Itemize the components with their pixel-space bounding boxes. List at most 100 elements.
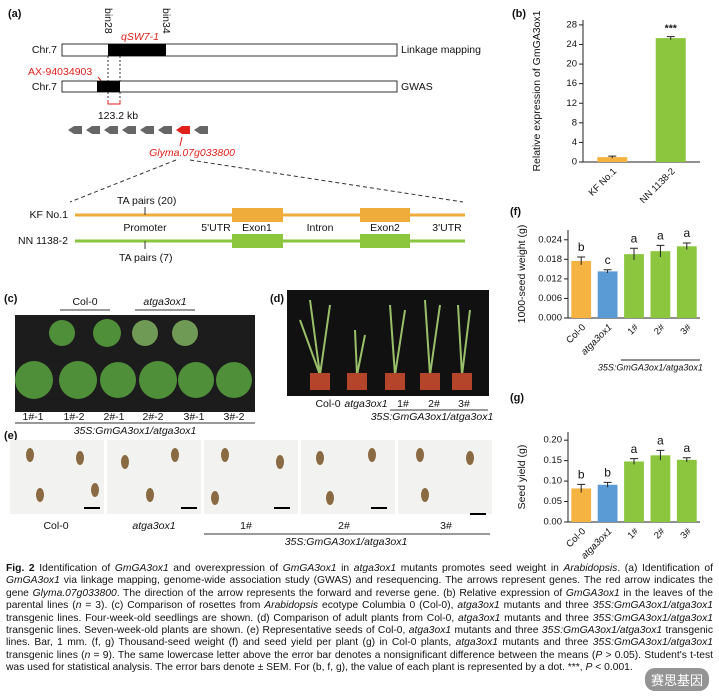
y-tick-label: 0.006 xyxy=(538,293,562,304)
panel-label: (e) xyxy=(4,430,18,442)
group-label: 35S:GmGA3ox1/atga3ox1 xyxy=(371,411,494,423)
panel-label: (c) xyxy=(4,293,18,305)
chromosome xyxy=(61,80,398,93)
bar xyxy=(655,38,686,162)
bar xyxy=(571,488,592,522)
bin-label: bin28 xyxy=(102,8,114,34)
bar xyxy=(624,461,644,522)
significance-letter: a xyxy=(631,442,638,456)
error-bar xyxy=(577,256,586,265)
caption-run: mutants and three xyxy=(500,612,593,624)
y-tick-label: 0.05 xyxy=(544,496,563,507)
bar xyxy=(597,271,618,318)
caption-run: GmGA3ox1 xyxy=(6,575,60,587)
track-label: GWAS xyxy=(401,81,433,93)
caption-run: via linkage mapping, genome-wide associa… xyxy=(6,575,713,599)
error-bar xyxy=(682,242,691,250)
track-label: Linkage mapping xyxy=(401,44,481,56)
group-label: Col-0 xyxy=(72,296,97,308)
caption-run: GmGA3ox1 xyxy=(282,563,337,574)
panel-label: (f) xyxy=(510,206,521,218)
caption-run: . (a) Identification of xyxy=(617,563,713,574)
y-tick-label: 0.000 xyxy=(538,313,562,324)
significance-label: *** xyxy=(665,22,678,34)
bar xyxy=(676,459,697,522)
caption-run: n xyxy=(75,600,82,612)
interval-bracket xyxy=(107,100,121,105)
y-tick-label: 0.024 xyxy=(538,234,562,245)
significance-letter: a xyxy=(657,228,664,242)
caption-run: 35S:GmGA3ox1/atga3ox1 xyxy=(592,600,713,612)
error-bar xyxy=(603,481,612,488)
plant-label: 2# xyxy=(428,398,440,410)
caption-run: . The direction of the arrow represents … xyxy=(116,587,566,599)
caption-run: mutants and three xyxy=(499,600,593,612)
y-tick-label: 0.20 xyxy=(544,435,563,446)
plant-label: 1# xyxy=(397,398,409,410)
caption-run: transgenic lines. Seven-week-old plants … xyxy=(6,625,409,637)
caption-run: P xyxy=(585,662,593,674)
caption-run: ecotype Columbia 0 (Col-0), xyxy=(318,600,458,612)
gwas-region xyxy=(97,81,120,92)
caption-run: GmGA3ox1 xyxy=(565,587,620,599)
y-tick-label: 20 xyxy=(566,59,577,70)
caption-run: = 9). The same lowercase letter above th… xyxy=(90,649,596,661)
caption-run: atga3ox1 xyxy=(408,625,452,637)
gene-arrows xyxy=(68,126,208,134)
plant-label: 2#-1 xyxy=(103,411,124,423)
error-bar xyxy=(630,247,638,260)
seed-label: 3# xyxy=(440,520,452,532)
y-tick-label: 0.012 xyxy=(538,273,562,284)
caption-run: 35S:GmGA3ox1/atga3ox1 xyxy=(592,612,713,624)
bin-label: bin34 xyxy=(160,8,172,34)
plants xyxy=(299,299,472,390)
region-label: Exon2 xyxy=(370,222,400,234)
caption-run: GmGA3ox1 xyxy=(114,563,169,574)
caption-run: 35S:GmGA3ox1/atga3ox1 xyxy=(541,625,663,637)
distance-label: 123.2 kb xyxy=(98,110,138,122)
plant-label: 1#-1 xyxy=(22,411,43,423)
caption-run: P xyxy=(595,649,603,661)
bar xyxy=(650,455,671,522)
caption-run: atga3ox1 xyxy=(353,563,397,574)
significance-letter: a xyxy=(657,434,664,448)
region-label: 3'UTR xyxy=(432,222,462,234)
error-bar xyxy=(608,155,617,159)
significance-letter: b xyxy=(578,240,585,254)
error-bar xyxy=(666,36,675,40)
caption-run: Arabidopsis xyxy=(264,600,319,612)
plant-label: 2#-2 xyxy=(142,411,163,423)
y-tick-label: 28 xyxy=(566,19,577,30)
x-tick-label: 1# xyxy=(626,526,642,542)
x-tick-label: Col-0 xyxy=(564,526,588,550)
rosettes xyxy=(15,319,252,399)
significance-letter: b xyxy=(578,468,585,482)
watermark: 赛思基因 xyxy=(644,668,709,691)
caption-run: n xyxy=(84,649,91,661)
region-label: 5'UTR xyxy=(201,222,231,234)
y-axis-label: Relative expression of GmGA3ox1 xyxy=(531,10,543,171)
caption-run: mutants and three xyxy=(497,637,593,649)
caption-run: transgenic lines ( xyxy=(6,649,85,661)
x-tick-label: 2# xyxy=(652,322,668,338)
y-tick-label: 0.00 xyxy=(544,517,563,528)
y-axis-label: Seed yield (g) xyxy=(516,445,528,510)
y-tick-label: 16 xyxy=(566,78,577,89)
x-tick-label: 2# xyxy=(652,526,668,542)
error-bar xyxy=(682,457,691,462)
exon xyxy=(360,208,410,222)
x-tick-label: KF No.1 xyxy=(587,166,619,198)
seed-label: atga3ox1 xyxy=(132,520,175,532)
caption-run: mutants promotes seed weight in xyxy=(396,563,564,574)
chr-label: Chr.7 xyxy=(32,44,57,56)
region-label: Promoter xyxy=(123,222,167,234)
caption-run: Arabidopsis xyxy=(563,563,618,574)
y-tick-label: 0.018 xyxy=(538,254,562,265)
bar xyxy=(676,246,697,318)
y-tick-label: 0 xyxy=(572,157,577,168)
x-tick-label: 3# xyxy=(678,526,694,542)
gene-pointer xyxy=(179,136,183,147)
seed-label: 2# xyxy=(338,520,350,532)
panel-label: (g) xyxy=(510,392,524,404)
